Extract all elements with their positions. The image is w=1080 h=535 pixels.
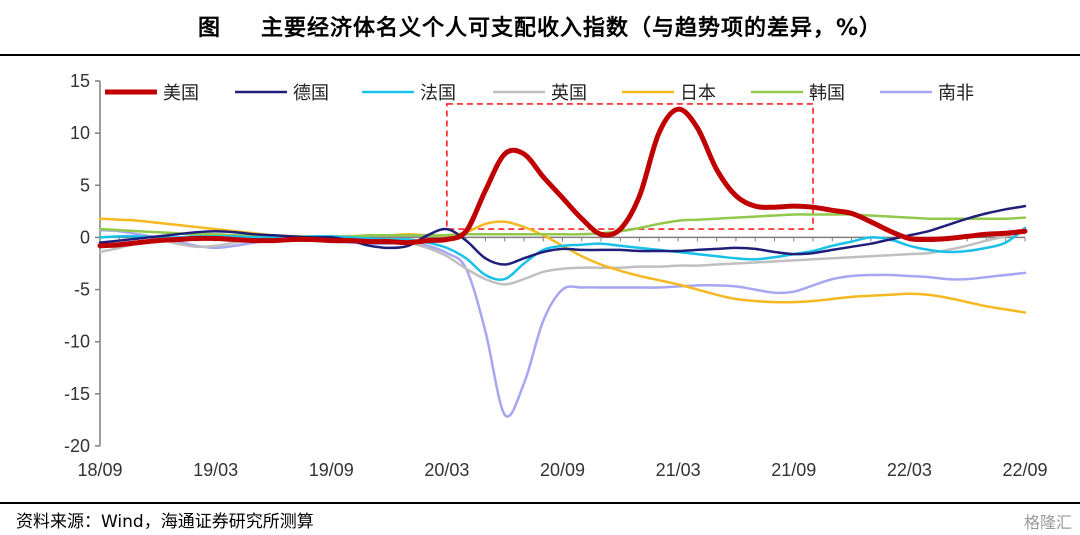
legend-label-6: 南非 (938, 83, 974, 104)
watermark-logo: 格隆汇 (1023, 513, 1072, 532)
x-tick-label: 21/03 (656, 460, 701, 480)
chart-annotation (446, 103, 814, 230)
x-tick-label: 20/09 (540, 460, 585, 480)
chart-series (97, 106, 1028, 418)
y-tick-label: 15 (70, 71, 90, 91)
footer-rule (0, 502, 1080, 504)
line-chart: 15 10 5 0 -5 -10 -15 -20 18/09 19/03 19/09 20/03 20/… (64, 71, 1048, 480)
y-tick-label: -20 (64, 436, 90, 456)
legend-label-4: 日本 (680, 83, 716, 104)
title-bar: 图 主要经济体名义个人可支配收入指数（与趋势项的差异，%） (0, 0, 1080, 54)
series-line-6 (98, 228, 1027, 418)
highlight-box (446, 103, 814, 230)
x-tick-label: 19/03 (193, 460, 238, 480)
y-tick-label: 10 (70, 123, 90, 143)
legend-label-0: 美国 (163, 83, 199, 104)
x-tick-label: 19/09 (309, 460, 354, 480)
legend-label-2: 法国 (420, 83, 456, 104)
x-tick-label: 22/03 (887, 460, 932, 480)
y-tick-label: -10 (64, 332, 90, 352)
y-tick-label: 5 (80, 175, 90, 195)
page-title: 图 主要经济体名义个人可支配收入指数（与趋势项的差异，%） (0, 10, 1080, 42)
title-main: 主要经济体名义个人可支配收入指数（与趋势项的差异，%） (260, 16, 883, 41)
y-tick-label: 0 (80, 227, 90, 247)
title-rule (0, 54, 1080, 56)
chart-axes: 15 10 5 0 -5 -10 -15 -20 18/09 19/03 19/09 20/03 20/… (64, 71, 1048, 480)
series-line-2 (98, 226, 1027, 282)
x-tick-label: 22/09 (1002, 460, 1047, 480)
legend-label-3: 英国 (551, 83, 587, 104)
x-tick-label: 18/09 (77, 460, 122, 480)
y-tick-label: -15 (64, 384, 90, 404)
x-tick-label: 21/09 (771, 460, 816, 480)
source-note: 资料来源：Wind，海通证券研究所测算 (16, 512, 314, 532)
series-line-0 (97, 106, 1028, 249)
chart-legend: 美国 德国 法国 英国 日本 韩国 南非 (105, 83, 974, 104)
x-tick-label: 20/03 (424, 460, 469, 480)
legend-label-1: 德国 (293, 83, 329, 104)
figure-label: 图 (197, 16, 221, 41)
y-tick-label: -5 (74, 280, 90, 300)
series-line-1 (98, 204, 1027, 266)
legend-label-5: 韩国 (809, 83, 845, 104)
